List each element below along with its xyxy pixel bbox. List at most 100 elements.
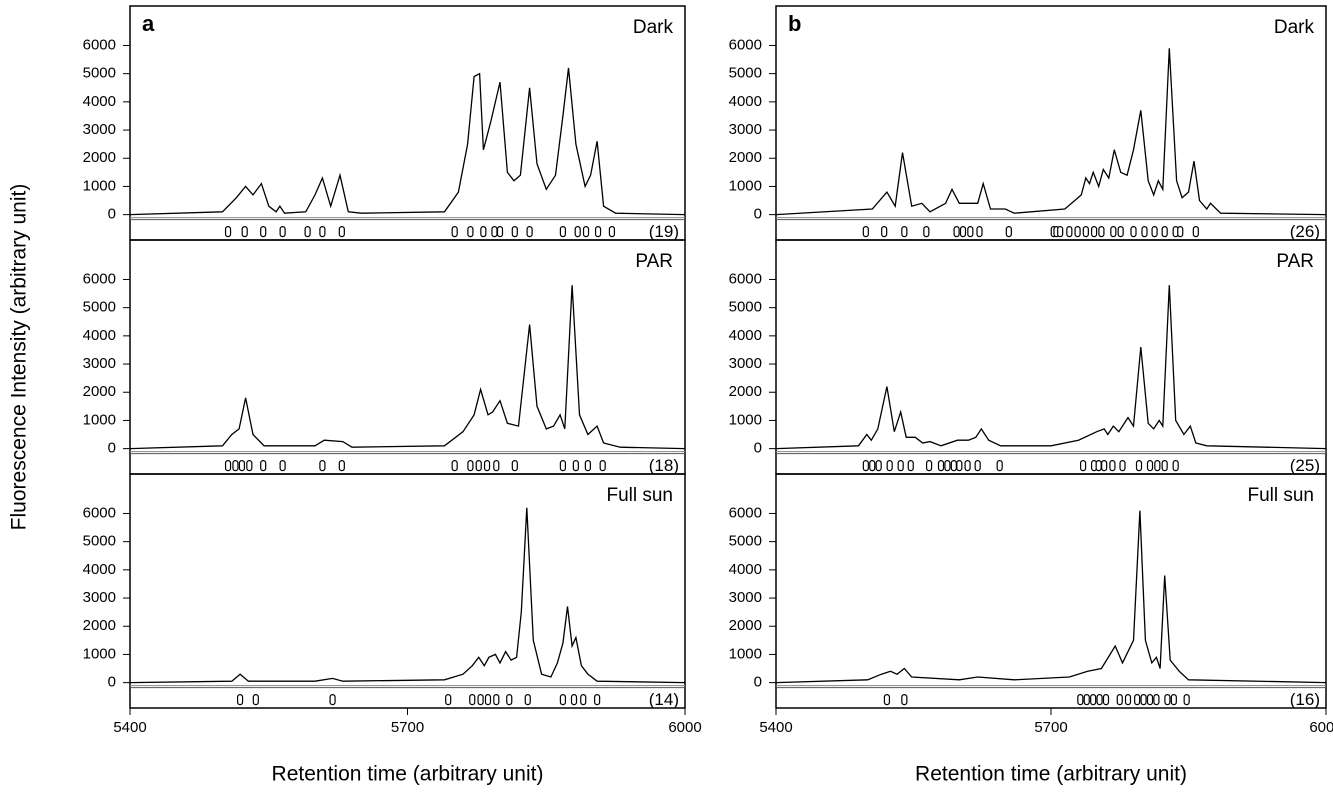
peak-marker <box>599 460 606 472</box>
peak-marker <box>925 460 933 472</box>
peak-marker <box>238 460 246 472</box>
peak-marker <box>1116 694 1123 706</box>
peak-marker <box>279 460 286 472</box>
count-label: (14) <box>649 690 679 709</box>
peak-marker <box>493 460 500 472</box>
count-label: (25) <box>1290 456 1320 475</box>
peak-marker <box>944 460 951 472</box>
peak-marker <box>1077 694 1084 706</box>
peak-marker <box>923 226 930 238</box>
condition-label: Dark <box>633 17 674 38</box>
peak-marker <box>467 226 474 238</box>
peak-marker <box>862 460 869 472</box>
peak-marker <box>1057 226 1064 238</box>
peak-marker <box>976 226 983 238</box>
peak-marker <box>1005 226 1012 238</box>
peak-marker <box>484 694 492 706</box>
peak-marker <box>1119 460 1126 472</box>
peak-marker <box>1161 460 1168 472</box>
peak-marker <box>967 226 974 238</box>
peak-marker <box>862 226 869 238</box>
x-tick-label: 5400 <box>759 719 792 736</box>
peak-marker <box>445 694 452 706</box>
condition-label: Full sun <box>606 485 673 506</box>
peak-marker <box>1146 694 1154 706</box>
x-axis-title: Retention time (arbitrary unit) <box>272 763 544 786</box>
peak-marker <box>959 226 967 238</box>
y-tick-label: 6000 <box>83 36 116 53</box>
peak-marker <box>1096 694 1103 706</box>
peak-marker <box>467 460 474 472</box>
y-tick-label: 6000 <box>729 36 762 53</box>
trace <box>775 510 1327 684</box>
peak-marker <box>996 460 1003 472</box>
peak-marker <box>574 226 581 238</box>
y-tick-label: 5000 <box>729 533 762 550</box>
peak-marker <box>511 460 518 472</box>
y-tick-label: 5000 <box>83 533 116 550</box>
subplot-frame <box>775 239 1327 475</box>
y-tick-label: 5000 <box>83 65 116 82</box>
y-tick-label: 0 <box>754 206 762 223</box>
peak-marker <box>964 460 971 472</box>
peak-marker <box>901 694 908 706</box>
x-axis-title: Retention time (arbitrary unit) <box>915 763 1187 786</box>
count-label: (26) <box>1290 222 1320 241</box>
peak-marker <box>1082 226 1089 238</box>
peak-marker <box>475 460 482 472</box>
y-tick-label: 3000 <box>729 121 762 138</box>
condition-label: PAR <box>635 251 673 272</box>
peak-marker <box>883 694 891 706</box>
peak-marker <box>1164 694 1171 706</box>
count-label: (16) <box>1290 690 1320 709</box>
panel-letter: b <box>788 11 801 36</box>
peak-marker <box>224 460 232 472</box>
peak-marker <box>1161 226 1168 238</box>
panel-letter: a <box>142 11 155 36</box>
y-tick-label: 0 <box>108 440 116 457</box>
peak-marker <box>1140 694 1147 706</box>
peak-marker <box>1146 460 1154 472</box>
y-tick-label: 4000 <box>83 93 116 110</box>
y-tick-label: 2000 <box>729 149 762 166</box>
y-tick-label: 1000 <box>83 411 116 428</box>
y-tick-label: 5000 <box>729 299 762 316</box>
peak-marker <box>869 460 876 472</box>
peak-marker <box>1083 694 1090 706</box>
peak-marker <box>224 226 232 238</box>
y-tick-label: 6000 <box>83 504 116 521</box>
peak-marker <box>881 226 888 238</box>
peak-marker <box>937 460 945 472</box>
peak-marker <box>1066 226 1073 238</box>
peak-marker <box>506 694 513 706</box>
peak-marker <box>584 460 591 472</box>
subplot-frame <box>775 5 1327 241</box>
trace <box>775 48 1327 216</box>
subplot-frame <box>129 473 686 709</box>
peak-marker <box>1101 460 1108 472</box>
subplot-frame <box>775 473 1327 709</box>
peak-marker <box>338 226 345 238</box>
y-tick-label: 0 <box>108 206 116 223</box>
y-tick-label: 5000 <box>729 65 762 82</box>
count-label: (18) <box>649 456 679 475</box>
y-tick-label: 4000 <box>729 327 762 344</box>
peak-marker <box>1151 226 1158 238</box>
peak-marker <box>1109 460 1116 472</box>
y-tick-label: 2000 <box>729 617 762 634</box>
peak-marker <box>451 226 458 238</box>
peak-marker <box>1135 460 1143 472</box>
peak-marker <box>1102 694 1110 706</box>
peak-marker <box>953 226 960 238</box>
peak-marker <box>594 226 602 238</box>
peak-marker <box>279 226 286 238</box>
y-axis-title: Fluorescence Intensity (arbitrary unit) <box>8 184 31 531</box>
peak-marker <box>1079 460 1087 472</box>
peak-marker <box>1154 460 1161 472</box>
x-tick-label: 5700 <box>1034 719 1067 736</box>
y-tick-label: 1000 <box>83 645 116 662</box>
peak-marker <box>491 226 498 238</box>
peak-marker <box>572 460 579 472</box>
y-tick-label: 4000 <box>83 327 116 344</box>
